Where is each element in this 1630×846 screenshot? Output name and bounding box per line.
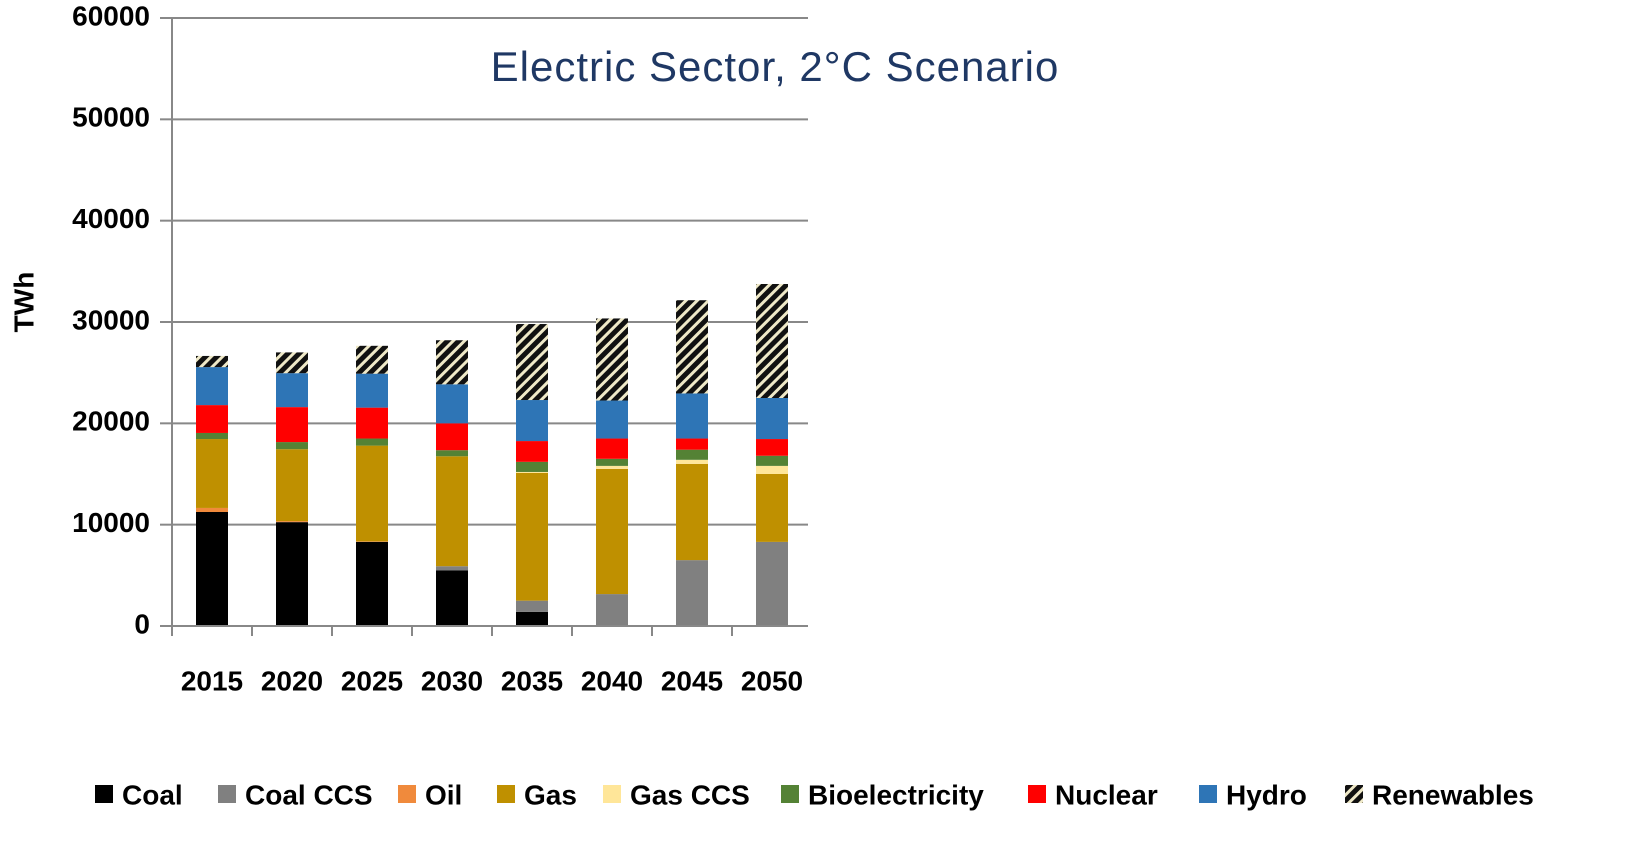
bar-segment [276,449,308,522]
legend-label: Gas [524,779,577,810]
legend-swatch [603,785,621,803]
bar-segment [276,352,308,374]
x-tick-label: 2015 [181,665,243,696]
bar-segment [676,393,708,439]
bar-segment [676,459,708,464]
legend-swatch [398,785,416,803]
bar-segment [276,407,308,443]
y-tick-label: 40000 [72,203,150,234]
legend-swatch [497,785,515,803]
bar-segment [436,340,468,385]
bar-segment [196,355,228,368]
bar-segment [596,318,628,401]
bar-segment [756,398,788,440]
bar-segment [756,541,788,626]
x-tick-label: 2025 [341,665,403,696]
bar-segment [436,384,468,424]
legend-swatch [1199,785,1217,803]
bar-segment [276,373,308,408]
legend-label: Nuclear [1055,779,1158,810]
bar-segment [756,465,788,474]
bar-segment [516,471,548,473]
x-tick-label: 2030 [421,665,483,696]
x-tick-label: 2020 [261,665,323,696]
bar-segment [196,432,228,440]
legend-label: Coal CCS [245,779,373,810]
bar-segment [276,522,308,626]
x-tick-label: 2045 [661,665,723,696]
bar-segment [276,442,308,450]
legend-label: Renewables [1372,779,1534,810]
bar-segment [196,512,228,626]
bar-segment [196,507,228,512]
bar-segment [596,468,628,595]
bar-segment [676,463,708,561]
x-tick-label: 2050 [741,665,803,696]
y-tick-label: 0 [134,608,150,639]
bar-segment [276,521,308,523]
legend-swatch [95,785,113,803]
bar-segment [356,373,388,408]
bar-segment [436,450,468,457]
bar-segment [356,541,388,626]
bar-segment [516,611,548,626]
bar-segment [356,438,388,446]
bar-segment [756,284,788,398]
bar-segment [516,400,548,442]
y-tick-label: 60000 [72,0,150,31]
legend-swatch [1028,785,1046,803]
bar-segment [756,474,788,542]
bar-segment [676,438,708,450]
bar-segment [756,439,788,456]
legend-swatch [218,785,236,803]
bar-segment [676,300,708,394]
bar-segment [516,324,548,401]
bar-segment [196,367,228,406]
legend-label: Hydro [1226,779,1307,810]
bar-segment [356,445,388,542]
bar-segment [436,566,468,571]
legend-label: Coal [122,779,183,810]
bar-segment [356,345,388,374]
bar-segment [756,455,788,466]
bar-segment [596,438,628,459]
bar-segment [676,449,708,460]
bar-segment [436,456,468,567]
bar-segment [196,405,228,433]
bar-segment [596,458,628,466]
legend-label: Gas CCS [630,779,750,810]
legend-label: Bioelectricity [808,779,984,810]
x-tick-label: 2035 [501,665,563,696]
bar-segment [516,461,548,472]
chart-title: Electric Sector, 2°C Scenario [491,43,1060,90]
y-tick-label: 20000 [72,406,150,437]
bar-segment [196,439,228,508]
bar-segment [436,570,468,626]
bar-segment [516,472,548,601]
bar-segment [356,407,388,439]
bar-segment [596,400,628,439]
legend-swatch [781,785,799,803]
legend-label: Oil [425,779,462,810]
bar-segment [356,541,388,542]
y-tick-label: 50000 [72,102,150,133]
bar-segment [516,441,548,462]
bar-segment [676,560,708,626]
bar-segment [596,594,628,626]
y-tick-label: 30000 [72,304,150,335]
bar-segment [516,600,548,612]
x-tick-label: 2040 [581,665,643,696]
bar-segment [596,465,628,469]
legend-swatch [1345,785,1363,803]
bar-segment [436,423,468,451]
y-tick-label: 10000 [72,507,150,538]
y-axis-label: TWh [8,272,39,333]
